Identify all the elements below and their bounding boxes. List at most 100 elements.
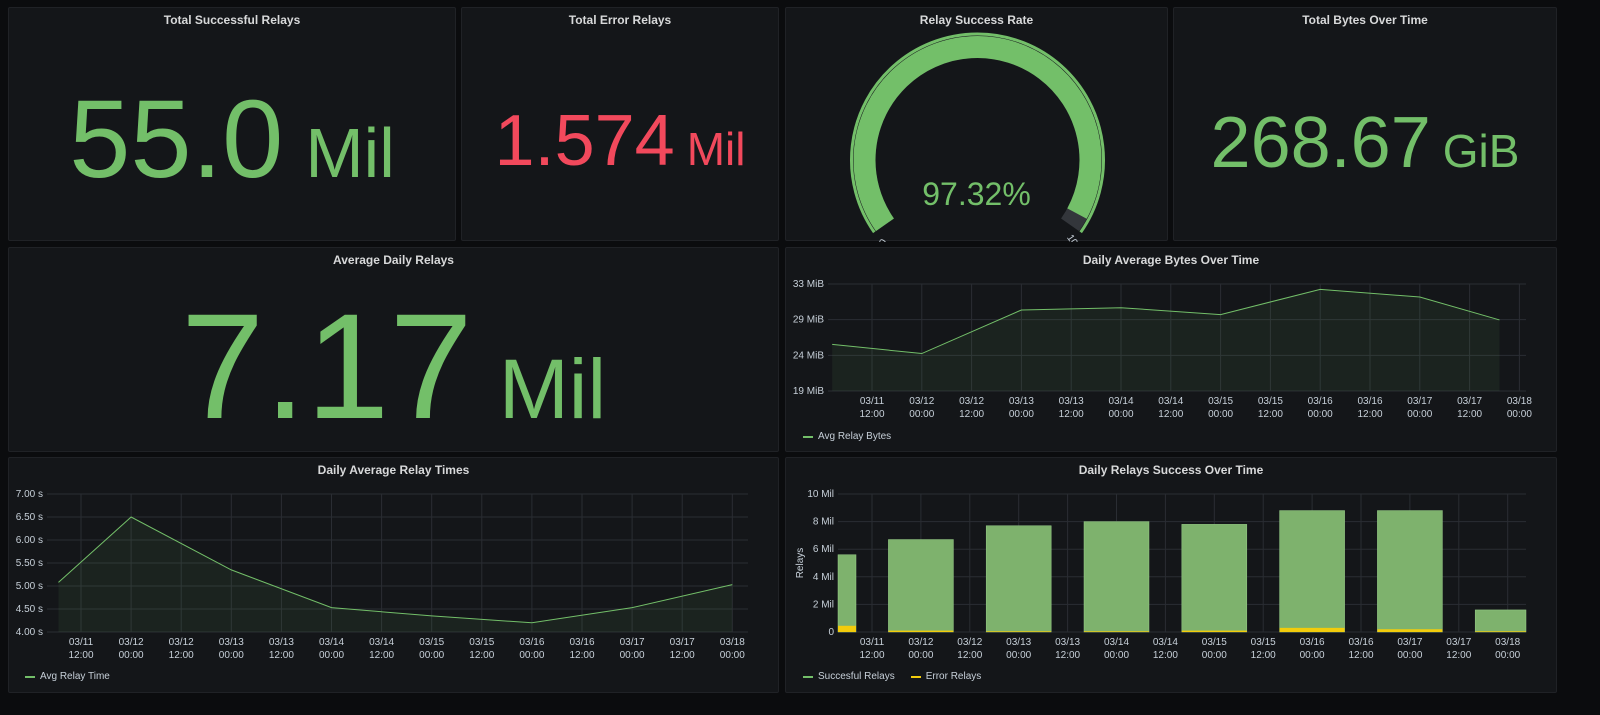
panel-title: Total Successful Relays <box>163 13 301 27</box>
gauge-value: 97.32% <box>786 176 1167 213</box>
bar-successful <box>1279 510 1345 633</box>
bar-error <box>888 630 954 632</box>
y-tick-label: 19 MiB <box>793 386 824 397</box>
panel-total-error-relays: Total Error Relays 1.574 Mil <box>461 7 779 241</box>
y-tick-label: 4.00 s <box>16 627 43 638</box>
bar-error <box>1181 630 1247 632</box>
y-tick-label: 7.00 s <box>16 489 43 500</box>
stat-value: 268.67 GiB <box>1174 98 1556 188</box>
stat-number: 55.0 <box>69 78 284 201</box>
legend: Avg Relay Time <box>25 671 120 682</box>
panel-title: Daily Relays Success Over Time <box>1078 463 1264 477</box>
panel-title: Daily Average Bytes Over Time <box>1082 253 1260 267</box>
x-tick-label: 12:00 <box>1158 409 1183 420</box>
x-tick-label: 03/16 <box>569 637 594 648</box>
y-tick-label: 4 Mil <box>813 572 834 583</box>
bar-error <box>1279 627 1345 632</box>
x-tick-label: 12:00 <box>1059 409 1084 420</box>
y-tick-label: 24 MiB <box>793 350 824 361</box>
stat-number: 7.17 <box>180 282 473 450</box>
x-tick-label: 03/15 <box>419 637 444 648</box>
x-tick-label: 03/17 <box>670 637 695 648</box>
stat-unit: GiB <box>1442 125 1520 177</box>
x-tick-label: 03/12 <box>909 396 934 407</box>
x-tick-label: 03/14 <box>1104 637 1129 648</box>
x-tick-label: 03/18 <box>720 637 745 648</box>
x-tick-label: 12:00 <box>1251 650 1276 661</box>
stat-unit: Mil <box>305 114 395 192</box>
x-tick-label: 03/16 <box>1300 637 1325 648</box>
panel-title: Daily Average Relay Times <box>317 463 470 477</box>
x-tick-label: 03/13 <box>1055 637 1080 648</box>
x-tick-label: 12:00 <box>859 650 884 661</box>
legend-item[interactable]: Avg Relay Time <box>25 671 110 682</box>
x-tick-label: 03/11 <box>860 637 885 648</box>
legend-item[interactable]: Succesful Relays <box>803 671 895 682</box>
legend-label: Succesful Relays <box>818 671 895 682</box>
legend-label: Error Relays <box>925 671 982 682</box>
x-tick-label: 03/12 <box>169 637 194 648</box>
panel-total-successful-relays: Total Successful Relays 55.0 Mil <box>8 7 456 241</box>
y-tick-label: 0 <box>828 627 834 638</box>
legend-item[interactable]: Avg Relay Bytes <box>803 431 891 442</box>
x-tick-label: 03/14 <box>319 637 344 648</box>
x-tick-label: 03/16 <box>1357 396 1382 407</box>
bar-successful <box>1083 521 1150 633</box>
x-tick-label: 00:00 <box>1495 650 1520 661</box>
x-tick-label: 00:00 <box>519 650 544 661</box>
x-tick-label: 12:00 <box>1446 650 1471 661</box>
legend-item[interactable]: Error Relays <box>910 671 982 682</box>
stat-unit: Mil <box>686 123 746 175</box>
x-tick-label: 03/13 <box>1009 396 1034 407</box>
x-tick-label: 00:00 <box>1006 650 1031 661</box>
x-tick-label: 03/17 <box>1407 396 1432 407</box>
bar-error <box>1084 631 1149 632</box>
gauge: 0 100 <box>850 32 1105 242</box>
y-tick-label: 6.50 s <box>16 512 43 523</box>
bar-successful <box>1474 609 1527 633</box>
y-tick-label: 6 Mil <box>813 544 834 555</box>
x-tick-label: 03/14 <box>1108 396 1133 407</box>
x-tick-label: 03/12 <box>908 637 933 648</box>
panel-relay-success-rate: Relay Success Rate 0 100 97.32% <box>785 7 1168 242</box>
x-tick-label: 03/16 <box>1348 637 1373 648</box>
x-tick-label: 00:00 <box>219 650 244 661</box>
x-tick-label: 03/11 <box>69 637 94 648</box>
stat-value: 7.17 Mil <box>9 286 778 446</box>
x-tick-label: 12:00 <box>1348 650 1373 661</box>
x-tick-label: 03/17 <box>620 637 645 648</box>
y-tick-label: 29 MiB <box>793 315 824 326</box>
x-tick-label: 00:00 <box>720 650 745 661</box>
x-tick-label: 03/16 <box>519 637 544 648</box>
x-tick-label: 12:00 <box>1055 650 1080 661</box>
series-line <box>832 288 1500 355</box>
x-tick-label: 03/15 <box>1258 396 1283 407</box>
x-tick-label: 00:00 <box>909 409 934 420</box>
x-tick-label: 03/13 <box>219 637 244 648</box>
legend-swatch <box>910 675 921 678</box>
x-tick-label: 03/12 <box>119 637 144 648</box>
x-tick-label: 12:00 <box>369 650 394 661</box>
x-tick-label: 12:00 <box>1457 409 1482 420</box>
x-tick-label: 12:00 <box>469 650 494 661</box>
stat-unit: Mil <box>498 342 607 436</box>
x-tick-label: 00:00 <box>419 650 444 661</box>
panel-average-daily-relays: Average Daily Relays 7.17 Mil <box>8 247 779 452</box>
x-tick-label: 12:00 <box>1153 650 1178 661</box>
bar-successful <box>888 539 954 633</box>
x-tick-label: 00:00 <box>1009 409 1034 420</box>
x-tick-label: 00:00 <box>1507 409 1532 420</box>
panel-total-bytes: Total Bytes Over Time 268.67 GiB <box>1173 7 1557 241</box>
y-tick-label: 8 Mil <box>813 517 834 528</box>
legend-label: Avg Relay Bytes <box>818 431 892 442</box>
x-tick-label: 00:00 <box>908 650 933 661</box>
x-tick-label: 00:00 <box>119 650 144 661</box>
x-tick-label: 03/15 <box>469 637 494 648</box>
y-tick-label: 10 Mil <box>807 489 834 500</box>
x-tick-label: 03/14 <box>1153 637 1178 648</box>
x-tick-label: 12:00 <box>1258 409 1283 420</box>
x-tick-label: 00:00 <box>1407 409 1432 420</box>
x-tick-label: 03/15 <box>1202 637 1227 648</box>
x-tick-label: 03/15 <box>1208 396 1233 407</box>
gauge-min-label: 0 <box>877 237 889 242</box>
